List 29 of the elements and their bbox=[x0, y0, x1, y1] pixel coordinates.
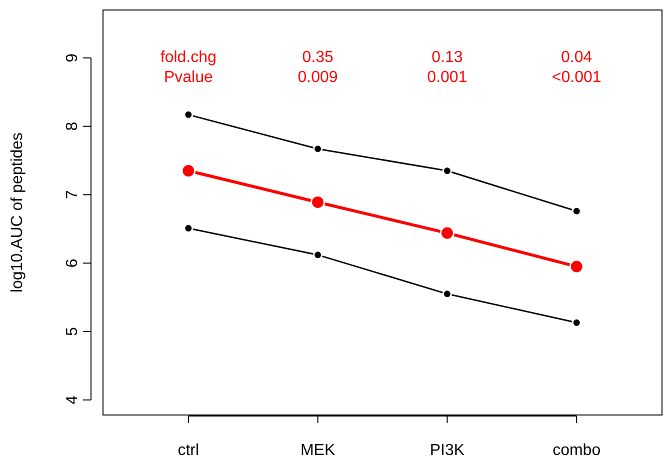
point bbox=[442, 289, 452, 299]
point bbox=[313, 144, 323, 154]
annotation: fold.chg bbox=[160, 49, 216, 66]
y-axis-title: log10.AUC of peptides bbox=[9, 132, 26, 293]
y-tick-label: 7 bbox=[64, 190, 81, 200]
y-tick-label: 5 bbox=[64, 326, 81, 336]
point bbox=[440, 226, 454, 240]
y-tick-label: 9 bbox=[64, 53, 81, 62]
point bbox=[313, 250, 323, 260]
annotation: 0.009 bbox=[298, 69, 338, 86]
x-tick-label: PI3K bbox=[430, 442, 465, 459]
x-tick-label: ctrl bbox=[178, 442, 200, 459]
point bbox=[310, 194, 326, 210]
y-tick-label: 4 bbox=[64, 395, 81, 404]
point bbox=[569, 259, 584, 274]
point bbox=[184, 110, 194, 120]
x-tick-label: MEK bbox=[300, 442, 336, 459]
x-tick-label: combo bbox=[552, 442, 601, 459]
annotation: <0.001 bbox=[552, 69, 602, 86]
y-tick-label: 8 bbox=[64, 122, 81, 131]
y-tick-label: 6 bbox=[64, 258, 81, 268]
point bbox=[181, 164, 196, 178]
annotation: 0.04 bbox=[561, 49, 592, 66]
point bbox=[572, 318, 582, 328]
annotation: 0.001 bbox=[427, 69, 468, 86]
point bbox=[572, 206, 582, 216]
annotation: 0.35 bbox=[302, 49, 334, 66]
annotation: 0.13 bbox=[432, 49, 463, 66]
annotation: Pvalue bbox=[164, 69, 213, 86]
